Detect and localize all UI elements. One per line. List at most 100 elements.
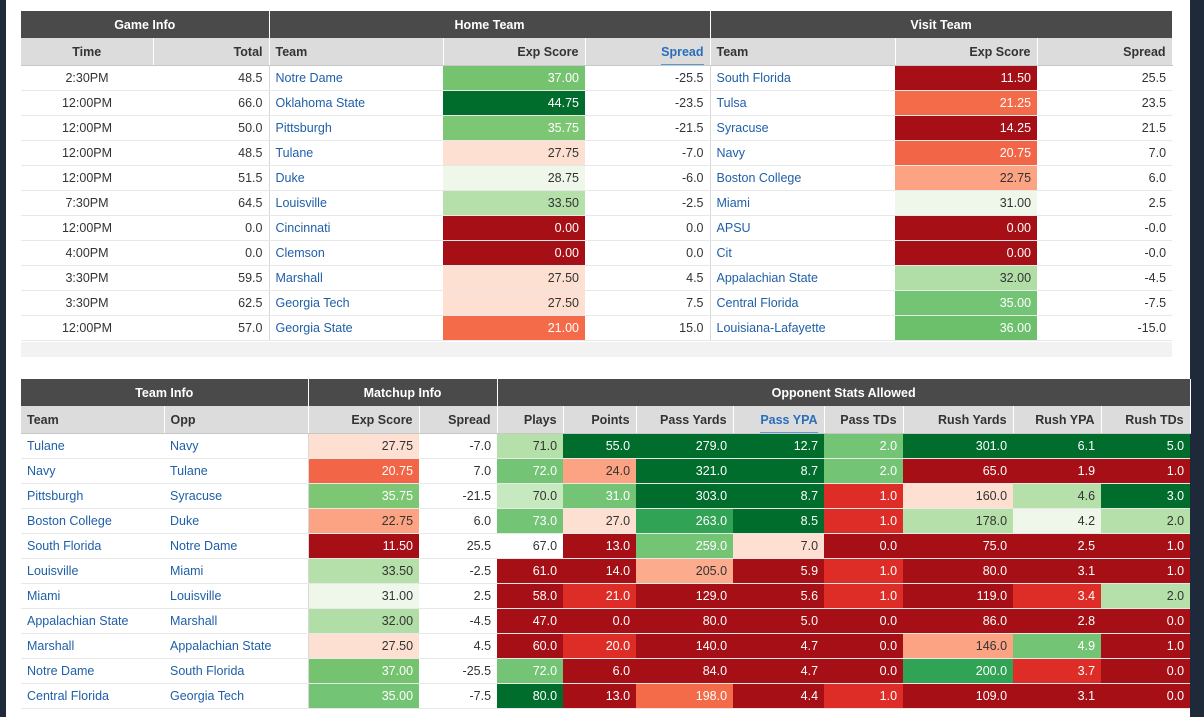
visit-exp-score: 20.75 (895, 140, 1038, 166)
col-rush-yards[interactable]: Rush Yards (903, 406, 1014, 434)
opp-link[interactable]: Notre Dame (164, 533, 309, 559)
rush-yards: 75.0 (903, 533, 1014, 559)
pass-yards: 198.0 (636, 683, 734, 709)
home-team-link[interactable]: Duke (268, 165, 443, 191)
home-team-link[interactable]: Tulane (268, 140, 443, 166)
team-link[interactable]: Navy (21, 458, 164, 484)
visit-team-link[interactable]: APSU (709, 215, 896, 241)
visit-team-link[interactable]: Syracuse (709, 115, 896, 141)
game-time: 4:00PM (21, 240, 153, 266)
opp-link[interactable]: Appalachian State (164, 633, 309, 659)
opp-link[interactable]: Louisville (164, 583, 309, 609)
col-spread[interactable]: Spread (419, 406, 498, 434)
team-link[interactable]: Notre Dame (21, 658, 164, 684)
pass-yards: 321.0 (636, 458, 734, 484)
rush-yards: 178.0 (903, 508, 1014, 534)
visit-spread: 7.0 (1037, 140, 1173, 166)
pass-tds: 2.0 (824, 458, 904, 484)
home-spread: 15.0 (585, 315, 711, 341)
game-time: 7:30PM (21, 190, 153, 216)
spread: 2.5 (419, 583, 498, 609)
home-team-link[interactable]: Georgia Tech (268, 290, 443, 316)
team-link[interactable]: Appalachian State (21, 608, 164, 634)
team-link[interactable]: Miami (21, 583, 164, 609)
home-team-link[interactable]: Clemson (268, 240, 443, 266)
rush-tds: 0.0 (1101, 658, 1191, 684)
points: 24.0 (563, 458, 637, 484)
visit-spread: 2.5 (1037, 190, 1173, 216)
plays: 71.0 (497, 433, 564, 459)
visit-team-link[interactable]: Louisiana-Lafayette (709, 315, 896, 341)
opp-link[interactable]: Marshall (164, 608, 309, 634)
opp-link[interactable]: Georgia Tech (164, 683, 309, 709)
visit-team-link[interactable]: Cit (709, 240, 896, 266)
home-exp-score: 27.50 (443, 265, 585, 291)
home-spread: 0.0 (585, 215, 711, 241)
home-exp-score: 33.50 (443, 190, 585, 216)
team-link[interactable]: Central Florida (21, 683, 164, 709)
col-rush-tds[interactable]: Rush TDs (1101, 406, 1191, 434)
points: 0.0 (563, 608, 637, 634)
home-team-link[interactable]: Oklahoma State (268, 90, 443, 116)
col-total[interactable]: Total (153, 38, 270, 66)
opp-link[interactable]: Miami (164, 558, 309, 584)
col-pass-tds[interactable]: Pass TDs (824, 406, 904, 434)
visit-team-link[interactable]: Navy (709, 140, 896, 166)
home-team-link[interactable]: Georgia State (268, 315, 443, 341)
table-row: Miami Louisville 31.00 2.5 58.0 21.0 129.0 5.6 1… (21, 583, 1191, 609)
col-home-exp-score[interactable]: Exp Score (443, 38, 586, 66)
home-spread: 7.5 (585, 290, 711, 316)
points: 13.0 (563, 683, 637, 709)
col-points[interactable]: Points (563, 406, 637, 434)
rush-tds: 1.0 (1101, 633, 1191, 659)
col-visit-exp-score[interactable]: Exp Score (895, 38, 1038, 66)
team-link[interactable]: Boston College (21, 508, 164, 534)
visit-team-link[interactable]: Boston College (709, 165, 896, 191)
col-pass-yards[interactable]: Pass Yards (636, 406, 734, 434)
col-opp[interactable]: Opp (164, 406, 309, 434)
visit-team-link[interactable]: Central Florida (709, 290, 896, 316)
team-link[interactable]: Tulane (21, 433, 164, 459)
col-plays[interactable]: Plays (497, 406, 564, 434)
pass-tds: 0.0 (824, 608, 904, 634)
rush-ypa: 4.9 (1013, 633, 1102, 659)
col-visit-team[interactable]: Team (710, 38, 896, 66)
visit-team-link[interactable]: Appalachian State (709, 265, 896, 291)
pass-yards: 303.0 (636, 483, 734, 509)
visit-team-link[interactable]: South Florida (709, 65, 896, 91)
col-home-team[interactable]: Team (269, 38, 444, 66)
home-team-link[interactable]: Cincinnati (268, 215, 443, 241)
team-link[interactable]: South Florida (21, 533, 164, 559)
col-time[interactable]: Time (21, 38, 154, 66)
opp-link[interactable]: South Florida (164, 658, 309, 684)
home-team-link[interactable]: Notre Dame (268, 65, 443, 91)
home-team-link[interactable]: Marshall (268, 265, 443, 291)
home-team-link[interactable]: Louisville (268, 190, 443, 216)
visit-team-link[interactable]: Tulsa (709, 90, 896, 116)
col-pass-ypa[interactable]: Pass YPA (733, 406, 825, 434)
opp-link[interactable]: Navy (164, 433, 309, 459)
rush-tds: 0.0 (1101, 683, 1191, 709)
col-exp-score[interactable]: Exp Score (308, 406, 420, 434)
table-row: Notre Dame South Florida 37.00 -25.5 72.0 6.0… (21, 658, 1191, 684)
team-link[interactable]: Marshall (21, 633, 164, 659)
opp-link[interactable]: Tulane (164, 458, 309, 484)
opp-link[interactable]: Duke (164, 508, 309, 534)
home-team-link[interactable]: Pittsburgh (268, 115, 443, 141)
team-link[interactable]: Louisville (21, 558, 164, 584)
table-row: 3:30PM 59.5 Marshall 27.50 4.5 Appalachian St… (21, 265, 1173, 291)
rush-yards: 146.0 (903, 633, 1014, 659)
group-game-info: Game Info (21, 11, 270, 38)
col-rush-ypa[interactable]: Rush YPA (1013, 406, 1102, 434)
home-exp-score: 44.75 (443, 90, 585, 116)
team-link[interactable]: Pittsburgh (21, 483, 164, 509)
col-visit-spread[interactable]: Spread (1037, 38, 1173, 66)
group-team-info: Team Info (21, 379, 309, 406)
plays: 58.0 (497, 583, 564, 609)
visit-team-link[interactable]: Miami (709, 190, 896, 216)
opp-link[interactable]: Syracuse (164, 483, 309, 509)
col-team[interactable]: Team (21, 406, 165, 434)
col-home-spread[interactable]: Spread (585, 38, 711, 66)
opp-table-group-header: Team Info Matchup Info Opponent Stats Al… (21, 379, 1191, 406)
visit-spread: -15.0 (1037, 315, 1173, 341)
